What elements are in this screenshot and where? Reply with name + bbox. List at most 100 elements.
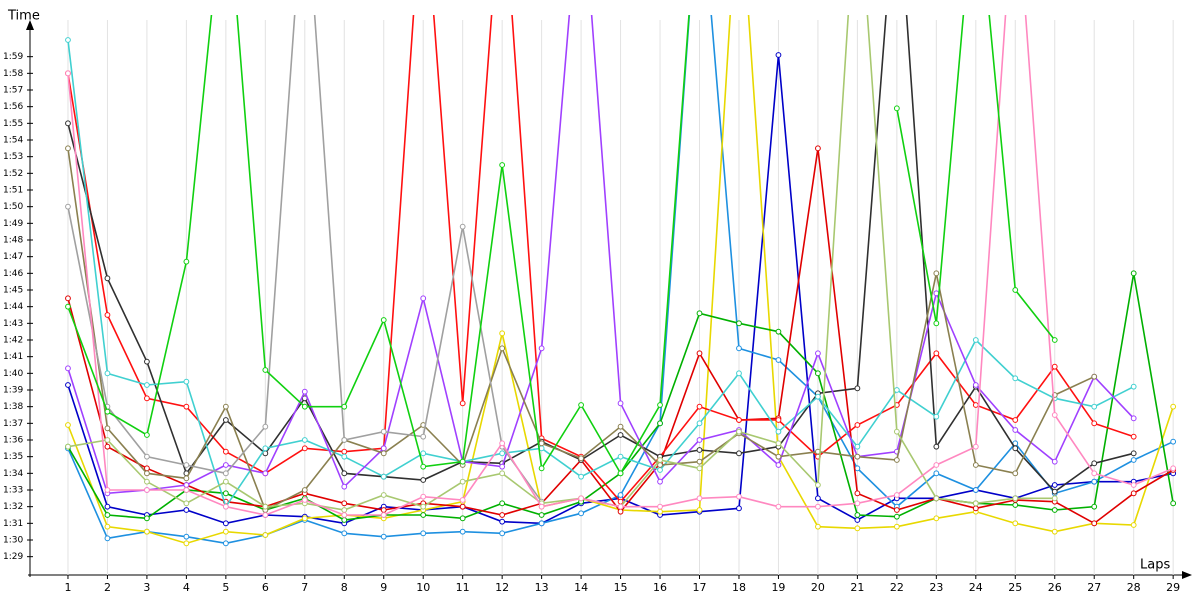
lap-point [696,420,703,427]
lap-point [104,503,111,510]
series-line [67,15,1056,475]
lap-point [301,388,308,395]
y-tick-label: 1:57 [3,86,23,96]
lap-point [262,503,269,510]
x-tick-label: 3 [143,581,150,594]
x-tick-label: 11 [456,581,470,594]
lap-point [578,510,584,517]
lap-point [104,523,111,530]
lap-point [341,517,348,523]
lap-point [144,515,150,522]
lap-point [893,457,900,463]
lap-point [380,512,387,518]
lap-point [144,395,150,402]
x-tick-label: 22 [890,581,904,594]
lap-point [183,475,190,482]
x-tick-label: 15 [614,581,628,594]
x-tick-label: 25 [1008,581,1022,594]
y-axis-label: Time [7,9,40,24]
x-tick-label: 18 [732,581,746,594]
lap-point [538,440,545,447]
y-tick-label: 1:29 [3,552,23,562]
lap-point [617,498,624,505]
y-tick-label: 1:44 [3,302,23,312]
x-tick-label: 9 [380,581,387,594]
lap-point [854,385,861,392]
lap-point [617,503,624,510]
lap-point [65,422,71,428]
y-arrow [26,20,34,30]
lap-point [1130,482,1137,488]
lap-point [1130,433,1137,440]
lap-point [301,403,308,410]
lap-point [893,523,900,530]
lap-point [262,423,269,430]
lap-point [459,497,466,503]
lap-point [222,490,229,497]
lap-point [183,378,190,385]
lap-point [301,497,308,503]
lap-point [815,145,821,152]
y-tick-label: 1:58 [3,69,23,79]
x-tick-label: 16 [653,581,667,594]
lap-point [499,518,506,525]
lap-point [578,473,584,480]
lap-point [657,508,663,515]
lap-point [696,350,703,357]
lap-point [972,500,979,507]
lap-point [657,503,663,510]
lap-point [972,462,979,468]
lap-point [341,448,348,455]
lap-point [617,400,624,407]
lap-point [1130,415,1137,422]
lap-point [301,445,308,452]
lap-point [262,367,269,373]
y-tick-label: 1:45 [3,286,23,296]
lap-point [815,370,821,377]
lap-point [104,443,111,450]
lap-point [341,507,348,513]
lap-point [1170,465,1177,472]
lap-point [301,515,308,522]
lap-point [854,490,861,497]
x-tick-label: 19 [771,581,785,594]
lap-point [341,483,348,490]
lap-point [341,437,348,443]
y-tick-label: 1:50 [3,202,23,212]
lap-point [104,425,111,432]
lap-point [1012,495,1019,502]
lap-point [538,520,545,527]
lap-point [775,328,782,335]
lap-point [222,470,229,477]
lap-point [144,453,150,460]
lap-point [933,413,940,420]
lap-point [499,470,506,477]
lap-point [538,512,545,518]
x-tick-label: 20 [811,581,825,594]
lap-point [183,487,190,493]
lap-point [854,422,861,428]
lap-point [1091,520,1098,527]
lap-point [380,317,387,323]
lap-point [1091,503,1098,510]
lap-point [65,295,71,302]
lap-point [499,450,506,457]
lap-point [617,423,624,430]
lap-point [1051,495,1058,502]
lap-point [1051,412,1058,418]
x-tick-label: 2 [104,581,111,594]
lap-point [696,507,703,513]
lap-point [104,312,111,318]
lap-point [736,505,742,512]
lap-point [1051,482,1058,488]
lap-point [341,530,348,537]
lap-point [65,303,71,310]
y-tick-label: 1:34 [3,469,23,479]
x-tick-label: 23 [929,581,943,594]
lap-point [972,402,979,408]
lap-point [617,508,624,515]
lap-point [65,70,71,77]
lap-point [380,492,387,498]
lap-point [893,105,900,112]
